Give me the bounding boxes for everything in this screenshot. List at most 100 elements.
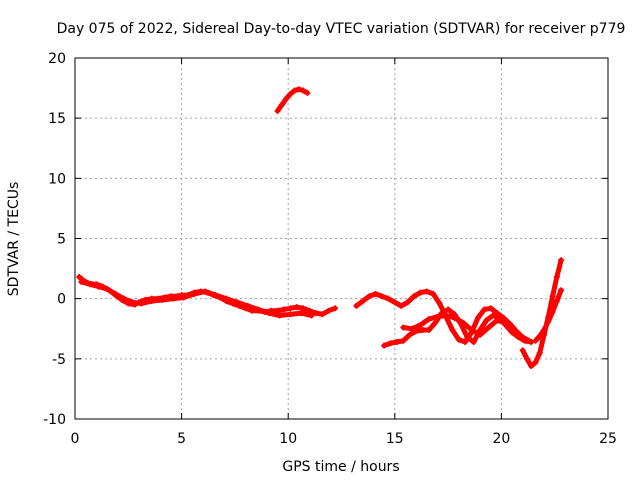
grid [75, 58, 608, 419]
data-point [425, 316, 432, 323]
data-point [445, 306, 452, 313]
data-point [485, 324, 492, 331]
data-point [202, 288, 209, 295]
data-point [519, 347, 526, 354]
x-tick-label: 25 [599, 431, 617, 447]
data-point [519, 336, 526, 343]
data-point [255, 306, 262, 313]
chart-title: Day 075 of 2022, Sidereal Day-to-day VTE… [57, 21, 626, 37]
data-point [404, 299, 411, 306]
data-point [212, 292, 219, 299]
data-point [266, 310, 273, 317]
data-point [549, 293, 556, 300]
data-point [291, 87, 298, 94]
data-point [381, 342, 388, 349]
y-tick-label: 0 [57, 292, 66, 308]
data-point [483, 317, 490, 324]
data-point [553, 298, 560, 305]
data-point [287, 91, 294, 98]
data-point [541, 326, 548, 333]
data-point [280, 306, 287, 313]
data-point [511, 328, 518, 335]
data-point [287, 305, 294, 312]
y-tick-label: 10 [48, 171, 66, 187]
data-point [558, 257, 565, 264]
data-point [532, 337, 539, 344]
data-point [460, 319, 467, 326]
data-point [159, 296, 166, 303]
data-point [312, 310, 319, 317]
data-point [308, 312, 315, 319]
data-point [293, 304, 300, 311]
data-point [129, 299, 136, 306]
data-point [180, 294, 187, 301]
data-point [442, 312, 449, 319]
data-point [103, 286, 110, 293]
data-point [393, 338, 400, 345]
series-arc-b [78, 278, 315, 319]
data-point [532, 359, 539, 366]
data-point [387, 340, 394, 347]
data-point [455, 336, 462, 343]
data-point [379, 293, 386, 300]
data-point [528, 338, 535, 345]
data-point [191, 290, 198, 297]
data-point [410, 293, 417, 300]
data-point [295, 86, 302, 93]
data-point [523, 355, 530, 362]
data-point [408, 325, 415, 332]
data-point [304, 89, 311, 96]
data-point [287, 311, 294, 318]
data-point [468, 326, 475, 333]
data-point [278, 101, 285, 108]
data-point [372, 290, 379, 297]
data-point [300, 87, 307, 94]
data-point [558, 287, 565, 294]
data-point [325, 307, 332, 314]
data-point [234, 299, 241, 306]
data-point [430, 290, 437, 297]
y-tick-label: -10 [43, 412, 66, 428]
series-arc-f [400, 312, 526, 343]
data-point [353, 302, 360, 309]
data-point [481, 306, 488, 313]
y-tick-label: 5 [57, 232, 66, 248]
x-tick-label: 10 [279, 431, 297, 447]
data-point [432, 319, 439, 326]
data-point [502, 319, 509, 326]
data-point [464, 334, 471, 341]
data-point [436, 300, 443, 307]
data-point [553, 274, 560, 281]
y-tick-label: -5 [52, 352, 66, 368]
data-point [385, 295, 392, 302]
series-layer [76, 86, 565, 370]
data-point [283, 95, 290, 102]
data-point [451, 314, 458, 321]
data-point [536, 349, 543, 356]
data-point [319, 311, 326, 318]
x-tick-label: 20 [492, 431, 510, 447]
ticks: 0 5 10 15 20 25 -10 -5 0 5 10 15 20 [43, 51, 617, 447]
data-point [300, 305, 307, 312]
x-tick-label: 15 [386, 431, 404, 447]
series-line [520, 257, 564, 369]
data-point [474, 314, 481, 321]
data-point [244, 302, 251, 309]
x-axis-label: GPS time / hours [282, 459, 399, 475]
series-arc-c [274, 86, 311, 114]
data-point [462, 338, 469, 345]
data-point [417, 289, 424, 296]
series-arc-g [519, 257, 565, 370]
data-point [545, 318, 552, 325]
data-point [398, 302, 405, 309]
data-point [549, 308, 556, 315]
series-arc-h [532, 287, 565, 344]
data-point [86, 281, 93, 288]
data-point [274, 107, 281, 114]
data-point [449, 326, 456, 333]
data-point [359, 298, 366, 305]
data-point [400, 324, 407, 331]
y-axis-label: SDTVAR / TECUs [6, 182, 22, 297]
data-point [138, 300, 145, 307]
